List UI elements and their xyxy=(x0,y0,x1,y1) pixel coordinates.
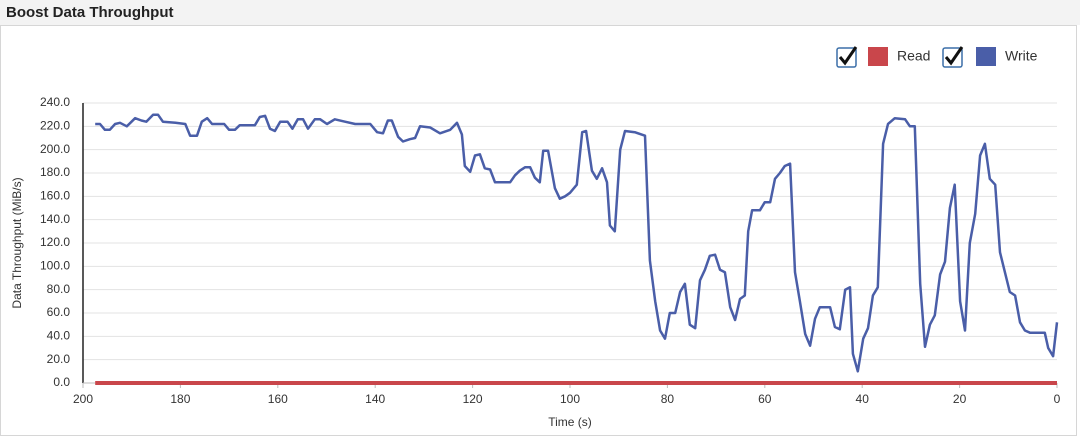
panel-header xyxy=(0,0,1080,25)
panel-border xyxy=(0,25,1077,436)
series-line xyxy=(95,113,1059,373)
y-tick-label: 240.0 xyxy=(40,95,70,109)
panel-title: Boost Data Throughput xyxy=(6,4,173,21)
legend-label: Read xyxy=(897,48,930,64)
checkmark xyxy=(838,46,858,66)
y-tick-label: 120.0 xyxy=(40,235,70,249)
x-tick-label: 140 xyxy=(365,392,385,406)
y-tick-label: 100.0 xyxy=(40,259,70,273)
y-tick-label: 160.0 xyxy=(40,189,70,203)
write-checkbox[interactable] xyxy=(942,46,964,68)
read-checkbox[interactable] xyxy=(836,46,858,68)
x-tick-label: 100 xyxy=(560,392,580,406)
x-tick-label: 80 xyxy=(661,392,675,406)
x-tick-label: 120 xyxy=(463,392,483,406)
x-tick-label: 20 xyxy=(953,392,967,406)
legend-label: Write xyxy=(1005,48,1038,64)
legend xyxy=(836,46,964,68)
y-tick-label: 0.0 xyxy=(53,375,70,389)
y-axis-label: Data Throughput (MiB/s) xyxy=(10,177,24,308)
y-tick-label: 140.0 xyxy=(40,212,70,226)
x-tick-label: 40 xyxy=(856,392,870,406)
x-tick-label: 200 xyxy=(73,392,93,406)
y-tick-label: 200.0 xyxy=(40,142,70,156)
y-tick-label: 220.0 xyxy=(40,119,70,133)
checkmark xyxy=(944,46,964,66)
y-tick-label: 60.0 xyxy=(47,305,71,319)
x-tick-label: 160 xyxy=(268,392,288,406)
x-axis-label: Time (s) xyxy=(548,415,592,429)
legend-swatch xyxy=(976,47,996,66)
y-tick-label: 80.0 xyxy=(47,282,71,296)
x-tick-label: 60 xyxy=(758,392,772,406)
y-tick-label: 180.0 xyxy=(40,165,70,179)
legend-swatch xyxy=(868,47,888,66)
x-tick-label: 0 xyxy=(1054,392,1061,406)
y-tick-label: 40.0 xyxy=(47,329,71,343)
x-tick-label: 180 xyxy=(170,392,190,406)
y-tick-label: 20.0 xyxy=(47,352,71,366)
